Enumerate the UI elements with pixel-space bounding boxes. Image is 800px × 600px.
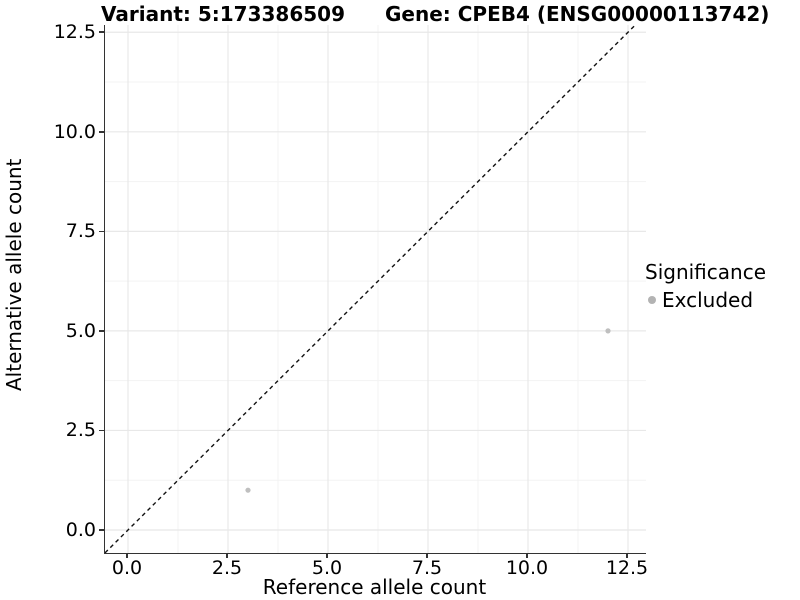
x-tick-label: 5.0: [311, 557, 343, 579]
y-tick-label: 7.5: [65, 220, 96, 243]
legend-point-icon: [648, 296, 656, 304]
y-tick-mark: [99, 31, 104, 33]
legend-title: Significance: [645, 260, 767, 284]
y-tick-mark: [99, 230, 104, 233]
legend-entry: Excluded: [645, 288, 766, 312]
x-tick-mark: [326, 553, 328, 558]
x-tick-label: 2.5: [211, 557, 243, 579]
x-tick-mark: [226, 553, 228, 558]
plot-canvas: [105, 25, 646, 553]
plot-panel: [104, 25, 646, 554]
x-tick-label: 0.0: [111, 557, 143, 579]
y-tick-label: 10.0: [53, 120, 96, 143]
y-tick-mark: [99, 429, 104, 432]
x-tick-mark: [526, 553, 528, 558]
x-tick-mark: [626, 553, 628, 558]
x-tick-mark: [426, 553, 428, 558]
y-tick-label: 2.5: [65, 419, 96, 442]
plot-title-gene: Gene: CPEB4 (ENSG00000113742): [385, 2, 770, 26]
y-tick-label: 12.5: [53, 21, 96, 44]
plot-title-variant: Variant: 5:173386509: [101, 2, 346, 26]
y-tick-label: 0.0: [65, 518, 96, 541]
legend-entries: Excluded: [645, 288, 766, 312]
x-tick-mark: [126, 553, 128, 558]
y-tick-mark: [99, 131, 104, 133]
legend: Significance Excluded: [645, 260, 766, 312]
y-axis-title: Alternative allele count: [2, 158, 26, 391]
legend-label: Excluded: [662, 288, 754, 312]
x-tick-label: 10.0: [505, 557, 549, 579]
legend-key: [645, 291, 661, 309]
x-axis-title: Reference allele count: [262, 575, 487, 599]
identity-dashed-line: [105, 25, 637, 553]
data-point: [245, 487, 251, 493]
x-tick-label: 12.5: [605, 557, 649, 579]
y-tick-label: 5.0: [65, 319, 96, 342]
x-tick-label: 7.5: [411, 557, 443, 579]
y-tick-mark: [99, 529, 104, 531]
data-point: [605, 328, 611, 334]
y-tick-mark: [99, 330, 104, 332]
